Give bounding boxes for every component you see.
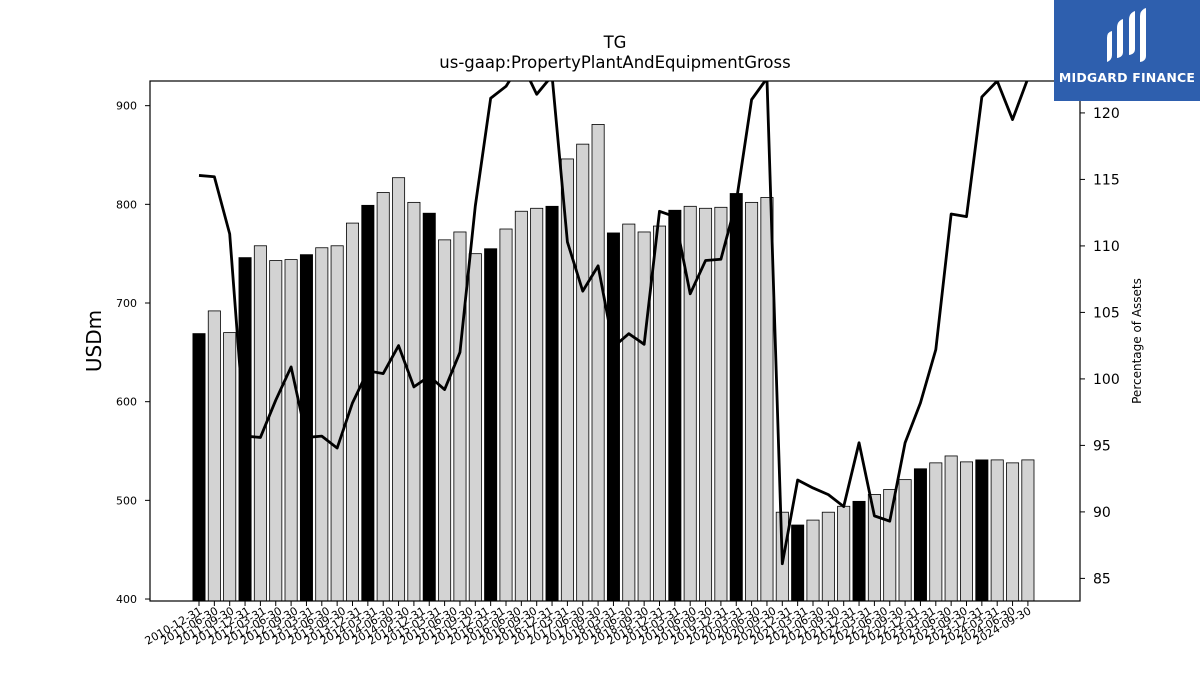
bar bbox=[560, 158, 574, 602]
bar bbox=[760, 197, 774, 602]
bar bbox=[438, 239, 452, 602]
bar bbox=[913, 468, 927, 602]
bar bbox=[207, 310, 221, 602]
bar bbox=[376, 192, 390, 602]
bar bbox=[791, 524, 805, 602]
y-tick-label: 400 bbox=[116, 593, 137, 606]
bar bbox=[499, 228, 513, 602]
y2-tick-label: 95 bbox=[1093, 438, 1111, 454]
bar bbox=[330, 245, 344, 602]
bar bbox=[299, 254, 313, 602]
line-series bbox=[198, 81, 1029, 566]
bar bbox=[806, 519, 820, 602]
x-axis: 2010-12-312011-06-302011-09-302011-12-31… bbox=[143, 601, 1033, 648]
y2-tick-label: 115 bbox=[1093, 172, 1120, 188]
y-tick-label: 600 bbox=[116, 396, 137, 409]
bar-series bbox=[192, 124, 1035, 602]
y-tick-label: 500 bbox=[116, 494, 137, 507]
midgard-logo-icon bbox=[1107, 8, 1146, 62]
bar bbox=[653, 225, 667, 602]
y2-axis-label: Percentage of Assets bbox=[1130, 278, 1144, 404]
bar bbox=[484, 248, 498, 602]
bar bbox=[545, 205, 559, 602]
bar bbox=[453, 231, 467, 602]
logo-text: MIDGARD FINANCE bbox=[1058, 70, 1196, 85]
y-axis-right: 85 90 95 100 105 110 115 120 bbox=[1080, 106, 1120, 587]
brand-logo: MIDGARD FINANCE bbox=[1054, 0, 1200, 101]
plot-frame bbox=[149, 80, 1081, 602]
bar bbox=[392, 177, 406, 602]
y2-tick-label: 85 bbox=[1093, 571, 1111, 587]
y2-tick-label: 90 bbox=[1093, 505, 1111, 521]
y2-tick-label: 100 bbox=[1093, 372, 1120, 388]
bar bbox=[944, 455, 958, 602]
bar bbox=[637, 231, 651, 602]
bar bbox=[837, 505, 851, 602]
y2-tick-label: 120 bbox=[1093, 106, 1120, 122]
bar bbox=[929, 462, 943, 602]
bar bbox=[729, 193, 743, 602]
chart-title: TG bbox=[603, 33, 627, 52]
y-tick-label: 700 bbox=[116, 297, 137, 310]
y-tick-label: 900 bbox=[116, 100, 137, 113]
bar bbox=[591, 124, 605, 602]
bar bbox=[1021, 459, 1035, 602]
bar bbox=[514, 210, 528, 602]
bar bbox=[960, 461, 974, 602]
bar bbox=[530, 207, 544, 602]
bar bbox=[407, 201, 421, 602]
y-axis-left: 400 500 600 700 800 900 bbox=[116, 100, 150, 606]
y2-tick-label: 105 bbox=[1093, 305, 1120, 321]
bar bbox=[668, 209, 682, 602]
bar bbox=[745, 201, 759, 602]
y-axis-label: USDm bbox=[82, 310, 106, 372]
bar bbox=[622, 223, 636, 602]
bar bbox=[361, 204, 375, 602]
y-tick-label: 800 bbox=[116, 198, 137, 211]
bar bbox=[468, 253, 482, 602]
bar bbox=[821, 511, 835, 602]
bar bbox=[284, 259, 298, 602]
bar bbox=[975, 459, 989, 602]
bar bbox=[223, 332, 237, 602]
bar bbox=[852, 500, 866, 602]
y2-tick-label: 110 bbox=[1093, 239, 1120, 255]
bar bbox=[576, 143, 590, 602]
bar bbox=[714, 206, 728, 602]
bar bbox=[269, 260, 283, 602]
bar bbox=[898, 479, 912, 602]
bar bbox=[315, 247, 329, 602]
bar bbox=[192, 333, 206, 602]
chart-subtitle: us-gaap:PropertyPlantAndEquipmentGross bbox=[439, 53, 790, 72]
bar bbox=[990, 459, 1004, 602]
bar bbox=[1006, 462, 1020, 602]
line-series-path bbox=[198, 81, 1029, 566]
bar bbox=[422, 212, 436, 602]
bar bbox=[606, 232, 620, 602]
